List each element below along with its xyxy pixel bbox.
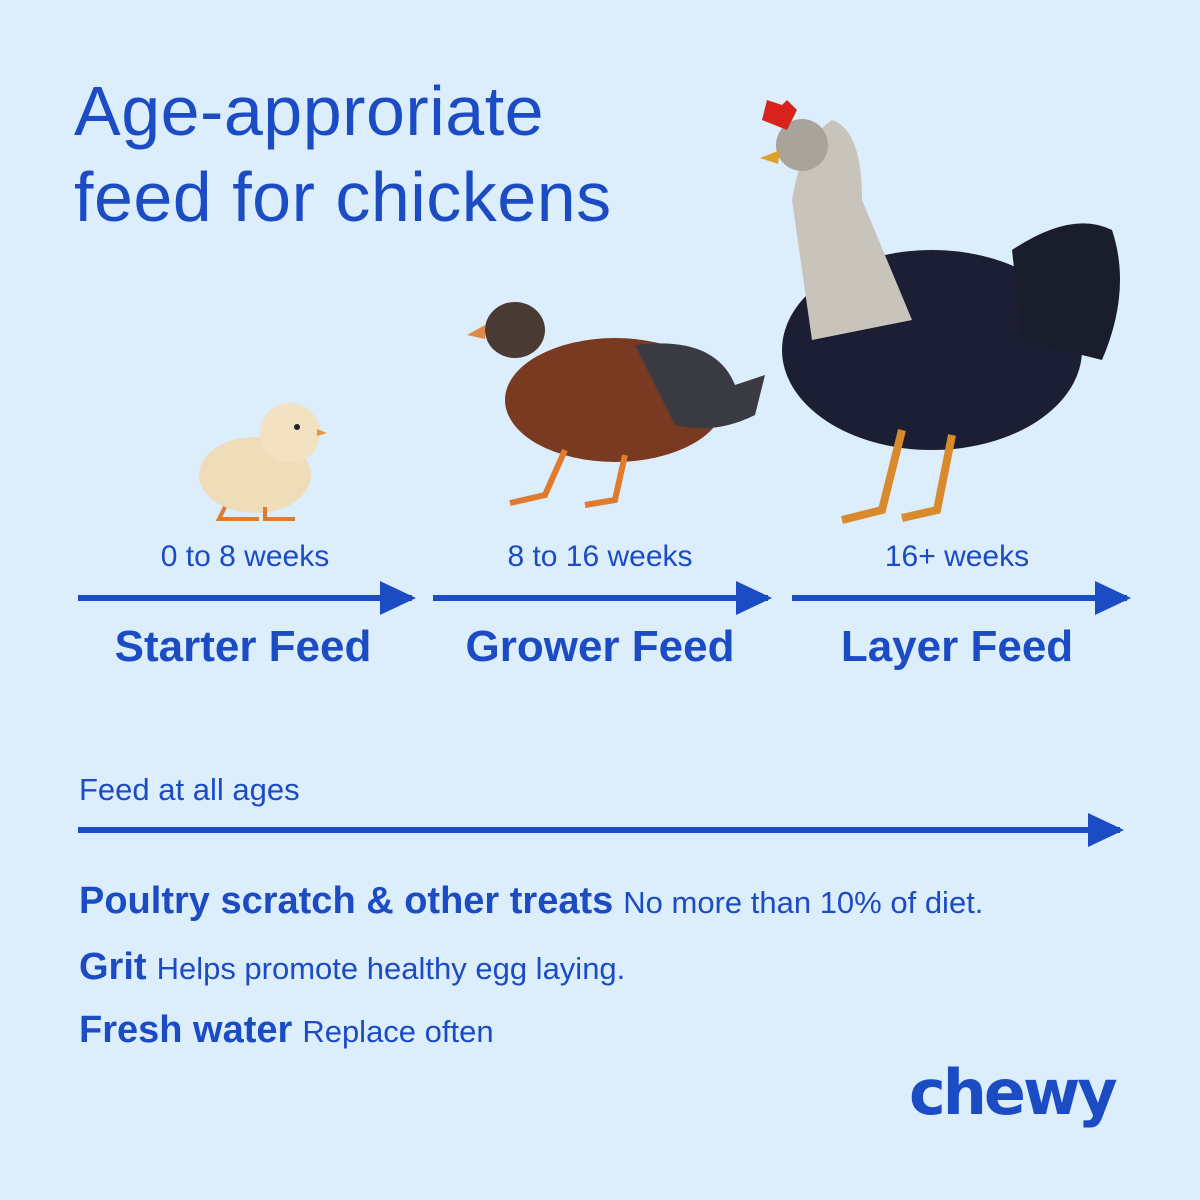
item-name: Fresh water: [79, 1009, 293, 1051]
feed-label-grower: Grower Feed: [465, 622, 735, 671]
title-line-2: feed for chickens: [74, 158, 612, 236]
arrow-starter: [78, 581, 416, 615]
all-ages-label: Feed at all ages: [79, 772, 300, 807]
hen-image: [760, 100, 1120, 524]
item-water: Fresh water Replace often: [79, 1009, 494, 1052]
svg-text:chewy: chewy: [909, 1058, 1117, 1129]
arrow-layer: [792, 581, 1131, 615]
feed-label-layer: Layer Feed: [840, 622, 1074, 671]
title-line-1: Age-approriate: [74, 72, 545, 150]
arrow-grower: [433, 581, 772, 615]
age-label-starter: 0 to 8 weeks: [160, 540, 330, 573]
feed-label-starter: Starter Feed: [114, 622, 372, 671]
item-note: Helps promote healthy egg laying.: [156, 951, 626, 986]
page-title: Age-approriate feed for chickens: [74, 68, 612, 240]
age-label-grower: 8 to 16 weeks: [507, 540, 693, 573]
item-name: Grit: [79, 946, 147, 988]
item-note: Replace often: [302, 1014, 494, 1049]
age-label-layer: 16+ weeks: [884, 540, 1030, 573]
pullet-image: [467, 302, 765, 508]
item-treats: Poultry scratch & other treats No more th…: [79, 880, 983, 923]
arrow-all-ages: [78, 813, 1124, 847]
item-grit: Grit Helps promote healthy egg laying.: [79, 946, 625, 989]
chewy-logo: chewy: [909, 1058, 1120, 1129]
item-note: No more than 10% of diet.: [623, 885, 984, 920]
chick-image: [199, 403, 327, 521]
item-name: Poultry scratch & other treats: [79, 880, 614, 922]
